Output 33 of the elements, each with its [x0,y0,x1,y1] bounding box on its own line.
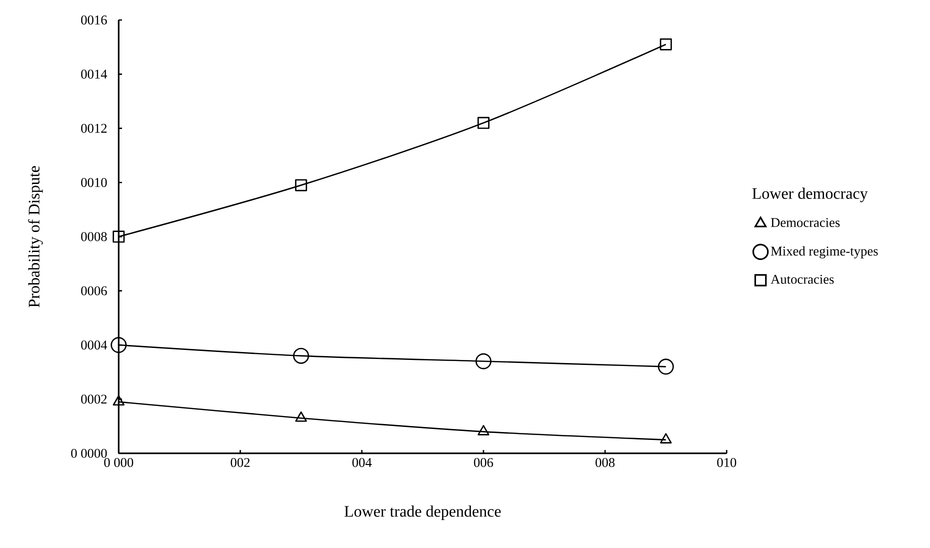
x-tick-label: 008 [596,458,615,468]
y-tick-label: 0004 [81,340,108,350]
y-tick-label: 0012 [81,124,107,133]
point [295,179,308,192]
point [112,230,125,243]
y-tick-label: 0014 [81,70,108,79]
x-axis-title: Lower trade dependence [344,506,501,520]
point [478,424,490,436]
x-tick-label: 0 000 [104,458,134,468]
point [112,395,125,406]
x-tick-label: 010 [717,458,736,468]
y-tick-label: 0008 [81,232,107,242]
y-axis-title: Probability of Dispute [28,166,43,308]
point [475,353,492,370]
point [110,336,127,353]
point [477,116,490,129]
y-tick-label: 0 0000 [71,448,107,458]
y-tick-label: 0006 [81,286,107,296]
point [293,348,310,364]
point [295,411,307,422]
legend-label: Mixed regime-types [770,246,878,258]
legend-title: Lower democracy [752,188,868,202]
x-tick-label: 002 [230,458,250,468]
legend-label: Democracies [770,218,840,228]
y-tick-label: 0002 [81,394,107,404]
point [660,433,672,444]
y-tick-label: 0010 [81,178,107,187]
x-tick-label: 006 [474,458,494,468]
point [660,38,672,50]
x-tick-label: 004 [352,458,372,468]
legend-label: Autocracies [770,274,834,284]
point [658,358,674,375]
y-tick-label: 0016 [81,15,107,24]
